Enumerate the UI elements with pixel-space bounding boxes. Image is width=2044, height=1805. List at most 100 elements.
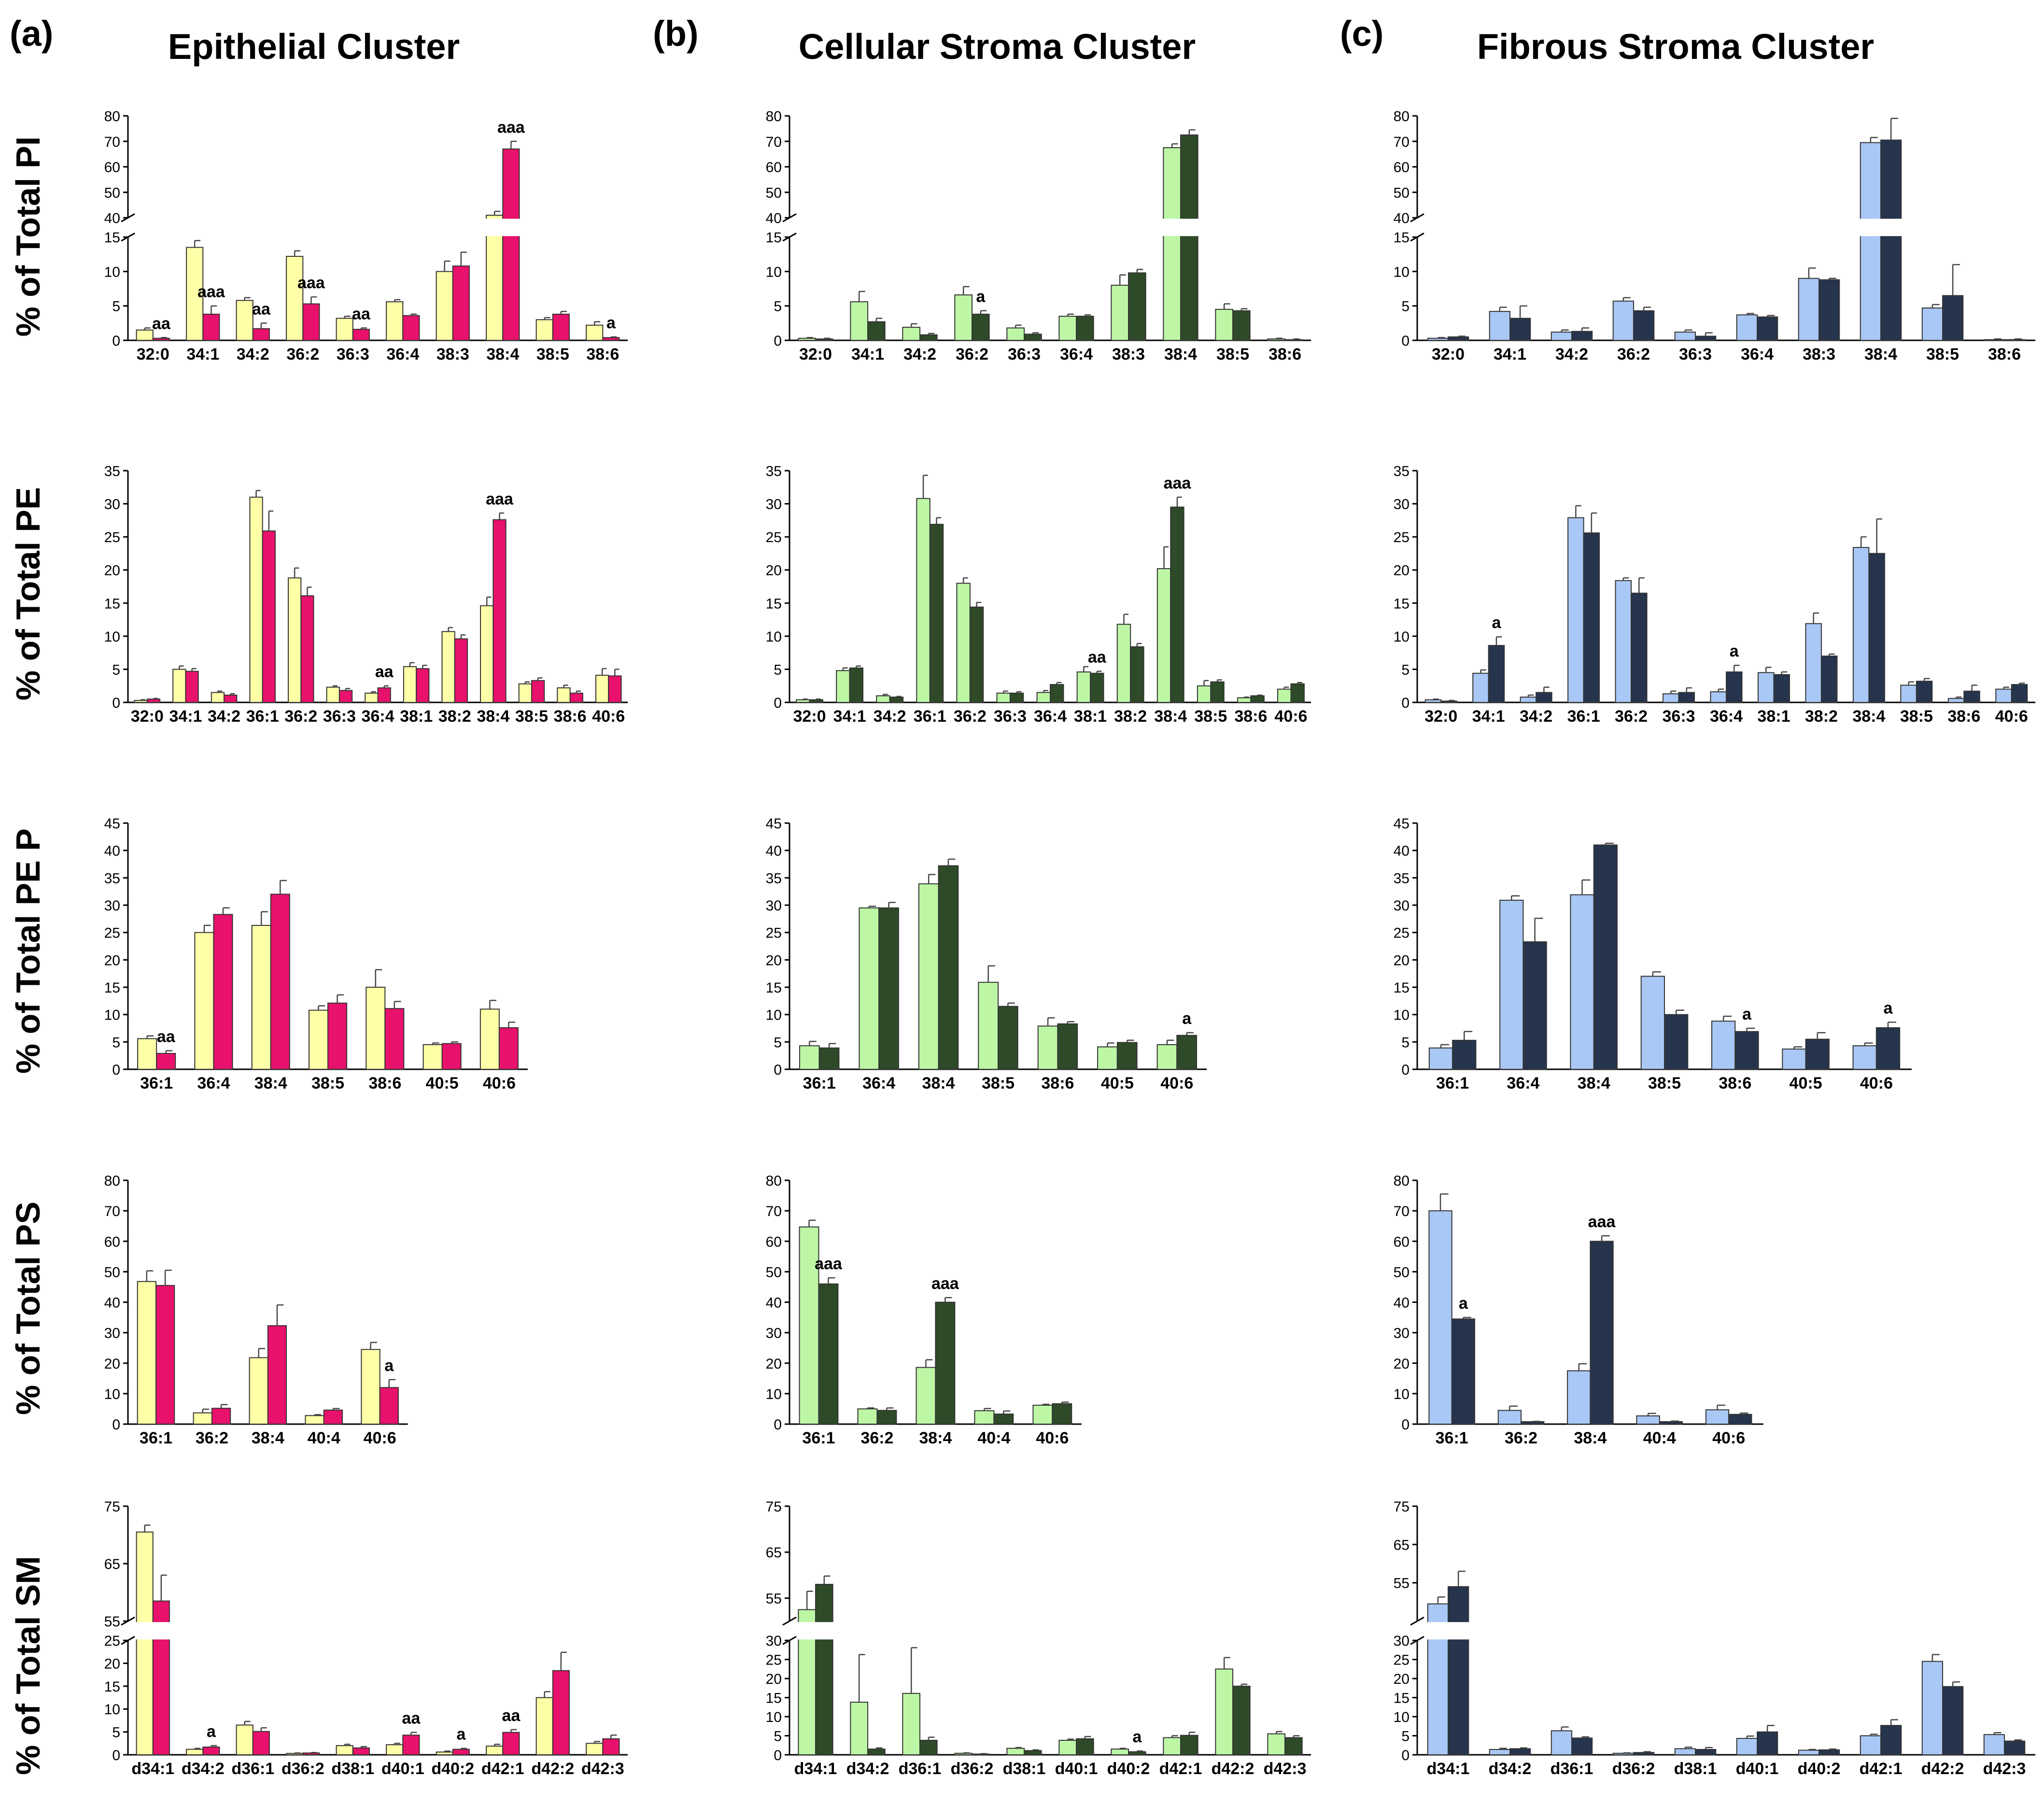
bar-PI-epi-36:3-s2 (352, 329, 370, 341)
error-bar (868, 906, 876, 908)
bar-PEP-epi-40:6-s1 (479, 1008, 500, 1070)
error-bar (1511, 895, 1520, 900)
bar-PE-fs-38:5-s2 (1916, 681, 1933, 703)
error-bar (1123, 614, 1129, 625)
bar-PE-cs-38:1-s2 (1090, 672, 1104, 703)
error-bar (194, 239, 201, 248)
y-tick-label: 20 (766, 1356, 782, 1372)
bar-PE-cs-38:2-s2 (1130, 646, 1144, 703)
error-bar (601, 668, 607, 675)
error-bar (1591, 512, 1597, 533)
significance-label: a (1182, 1009, 1192, 1028)
svg-text:% of Total PE: % of Total PE (9, 487, 47, 700)
break-gap (1058, 219, 1095, 237)
error-bar (220, 1404, 228, 1409)
y-tick-label: 10 (104, 1007, 120, 1023)
bar-PE-fs-32:0-s2 (1440, 700, 1457, 703)
error-bar (1561, 1726, 1569, 1731)
bar-PEP-epi-40:5-s1 (423, 1044, 443, 1070)
y-tick-label: 80 (766, 1173, 782, 1189)
bar-PS-cs-40:4-s1 (974, 1410, 995, 1425)
x-tick-label: d40:1 (381, 1760, 424, 1778)
break-gap (335, 219, 370, 237)
y-tick-label: 65 (766, 1545, 782, 1561)
break-gap (235, 219, 270, 237)
error-bar (394, 299, 401, 302)
error-bar (510, 1729, 517, 1733)
error-bar (944, 1297, 952, 1302)
x-tick-label: 38:4 (477, 707, 509, 726)
bar-PI-epi-38:3-s1 (436, 271, 453, 341)
bar-PS-fs-40:4-s2 (1659, 1421, 1683, 1425)
y-tick-label: 0 (774, 1417, 782, 1433)
x-tick-label: 36:2 (286, 345, 319, 364)
error-bar (614, 669, 620, 676)
bar-SM-cs-d42:1-s1 (1163, 1737, 1182, 1756)
break-gap (1110, 219, 1147, 237)
bar-SM-cs-d34:2-s1 (850, 1702, 868, 1755)
x-tick-label: 36:4 (862, 1074, 895, 1092)
x-tick-label: 40:6 (1036, 1429, 1069, 1447)
y-tick-label: 75 (104, 1499, 120, 1515)
row-label-pi: % of Total PI (9, 137, 47, 337)
y-tick-label: 50 (104, 1264, 120, 1280)
error-bar (332, 1408, 340, 1410)
y-tick-label: 0 (774, 1062, 782, 1078)
y-tick-label: 30 (1394, 1633, 1410, 1649)
y-tick-label: 50 (1394, 185, 1410, 201)
column-title-fibrous-stroma: Fibrous Stroma Cluster (1477, 27, 1874, 67)
bar-PEP-cs-38:6-s1 (1037, 1025, 1058, 1070)
error-bar (460, 252, 467, 266)
bar-PE-epi-38:6-s2 (569, 692, 583, 703)
bar-SM-epi-d36:1-s2 (252, 1731, 270, 1755)
bar-PEP-fs-36:1-s1 (1428, 1047, 1453, 1070)
error-bar (1718, 688, 1724, 692)
x-tick-label: d40:1 (1055, 1760, 1098, 1778)
x-tick-label: 38:2 (438, 707, 471, 726)
bar-PE-cs-36:1-s2 (929, 524, 944, 703)
error-bar (222, 907, 230, 915)
bar-PI-fs-32:0-s2 (1448, 336, 1469, 341)
bar-SM-fs-d42:1-s2 (1880, 1725, 1902, 1755)
y-tick-label: 0 (112, 333, 120, 349)
error-bar (1067, 1021, 1075, 1024)
error-bar (1016, 691, 1022, 693)
significance-label: aaa (197, 283, 226, 301)
error-bar (160, 337, 167, 338)
bar-PE-epi-38:1-s2 (416, 668, 430, 703)
error-bar (1067, 313, 1074, 317)
bar-PI-cs-36:4-s1 (1058, 316, 1077, 341)
bar-PEP-cs-36:4-s2 (878, 907, 899, 1070)
y-tick-label: 20 (104, 563, 120, 579)
error-bar (976, 602, 982, 607)
x-tick-label: 36:3 (1679, 345, 1712, 364)
error-bar (202, 1408, 210, 1413)
bar-SM-epi-d42:2-s1 (536, 1697, 553, 1756)
x-tick-label: 36:3 (323, 707, 356, 726)
y-tick-label: 10 (1394, 1709, 1410, 1725)
y-tick-label: 15 (766, 596, 782, 612)
x-tick-label: d38:1 (1674, 1760, 1717, 1778)
bar-PEP-epi-40:5-s2 (441, 1043, 462, 1070)
bar-PE-epi-38:6-s1 (557, 687, 571, 703)
error-bar (1675, 1009, 1685, 1015)
bar-PS-epi-36:2-s1 (193, 1412, 212, 1425)
y-tick-label: 10 (766, 1386, 782, 1402)
error-bar (1765, 667, 1772, 673)
error-bar (576, 690, 581, 693)
bar-PEP-fs-38:5-s1 (1640, 976, 1665, 1070)
bar-SM-cs-d34:1-s2 (815, 1583, 833, 1755)
x-tick-label: d34:2 (182, 1760, 225, 1778)
bar-SM-epi-d36:2-s1 (286, 1753, 304, 1756)
error-bar (1931, 1654, 1940, 1662)
y-tick-label: 30 (1394, 497, 1410, 513)
error-bar (1283, 686, 1289, 689)
bar-PE-epi-34:1-s2 (185, 671, 199, 703)
x-tick-label: d40:2 (1798, 1760, 1841, 1778)
bar-PE-cs-36:2-s2 (969, 606, 984, 703)
break-gap (1267, 219, 1303, 237)
bar-PI-epi-34:1-s2 (202, 313, 220, 341)
bar-PS-epi-40:6-s1 (361, 1349, 381, 1425)
break-gap (849, 219, 886, 237)
error-bar (260, 911, 268, 925)
